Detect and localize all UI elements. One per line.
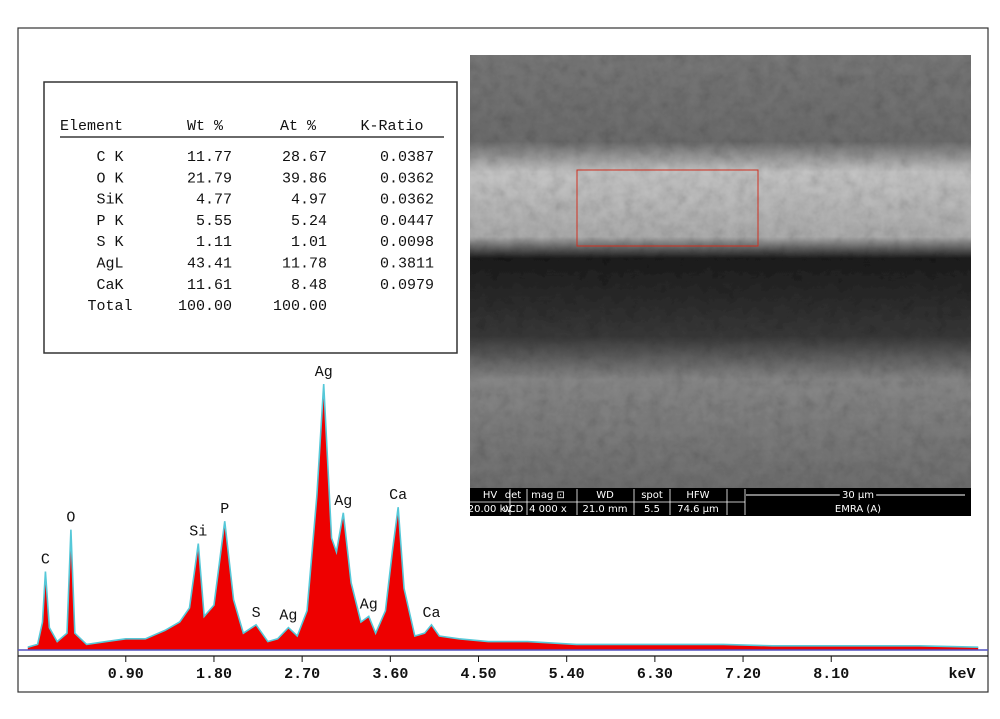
table-cell: 8.48 bbox=[291, 277, 327, 294]
table-cell: 0.0387 bbox=[380, 149, 434, 166]
peak-label: Ag bbox=[360, 596, 378, 613]
table-cell: 43.41 bbox=[187, 255, 232, 272]
peak-label: Ag bbox=[315, 364, 333, 381]
peak-label: Si bbox=[189, 524, 207, 541]
x-tick-label: 1.80 bbox=[196, 666, 232, 683]
peak-label: O bbox=[66, 510, 75, 527]
table-header: Wt % bbox=[187, 118, 224, 135]
table-cell: 4.97 bbox=[291, 192, 327, 209]
table-cell: 11.77 bbox=[187, 149, 232, 166]
bar-label: HFW bbox=[686, 490, 709, 501]
table-cell: 4.77 bbox=[196, 192, 232, 209]
table-box bbox=[43, 81, 458, 354]
table-cell: 0.0362 bbox=[380, 192, 434, 209]
table-cell: 21.79 bbox=[187, 170, 232, 187]
table-cell: 100.00 bbox=[178, 298, 232, 315]
bar-value: 20.00 kV bbox=[468, 504, 513, 515]
table-cell: 28.67 bbox=[282, 149, 327, 166]
table-cell: 0.3811 bbox=[380, 255, 434, 272]
table-cell: C K bbox=[96, 149, 123, 166]
bar-value: 4 000 x bbox=[529, 504, 567, 515]
table-header: Element bbox=[60, 118, 123, 135]
peak-label: P bbox=[220, 501, 229, 518]
bar-label: 30 µm bbox=[842, 490, 874, 501]
table-cell: 1.01 bbox=[291, 234, 327, 251]
peak-label: S bbox=[252, 605, 261, 622]
x-tick-label: 8.10 bbox=[813, 666, 849, 683]
sem-photo bbox=[470, 55, 971, 488]
table-cell: S K bbox=[96, 234, 123, 251]
table-cell: 0.0979 bbox=[380, 277, 434, 294]
peak-label: Ag bbox=[279, 608, 297, 625]
x-tick-label: 3.60 bbox=[372, 666, 408, 683]
table-header: At % bbox=[280, 118, 317, 135]
peak-label: Ca bbox=[389, 487, 407, 504]
bar-value: 74.6 µm bbox=[677, 504, 719, 515]
x-tick-label: 4.50 bbox=[460, 666, 496, 683]
bar-value: vCD bbox=[503, 504, 524, 515]
table-cell: 11.61 bbox=[187, 277, 232, 294]
spectrum-line bbox=[27, 383, 979, 648]
x-tick-label: 2.70 bbox=[284, 666, 320, 683]
bar-label: det bbox=[505, 490, 522, 501]
x-tick-label: 0.90 bbox=[108, 666, 144, 683]
x-tick-label: 7.20 bbox=[725, 666, 761, 683]
sem-image bbox=[470, 55, 971, 516]
x-tick-label: 6.30 bbox=[637, 666, 673, 683]
table-cell: 5.55 bbox=[196, 213, 232, 230]
table-cell: 1.11 bbox=[196, 234, 232, 251]
table-cell: P K bbox=[96, 213, 123, 230]
selection-box bbox=[576, 169, 759, 247]
spectrum: 0.90 1.80 2.70 3.60 4.50 5.40 6.30 7.20 8.10 keV C… bbox=[18, 364, 988, 683]
bar-value: 21.0 mm bbox=[583, 504, 628, 515]
table-cell: AgL bbox=[96, 255, 123, 272]
bar-label: HV bbox=[483, 490, 498, 501]
bar-label: spot bbox=[641, 490, 663, 501]
bar-label: mag ⊡ bbox=[531, 490, 565, 501]
table-cell: 0.0362 bbox=[380, 170, 434, 187]
table-cell: O K bbox=[96, 170, 123, 187]
table-cell: 0.0447 bbox=[380, 213, 434, 230]
table-cell: SiK bbox=[96, 192, 123, 209]
table-cell: 0.0098 bbox=[380, 234, 434, 251]
peak-label: Ca bbox=[422, 605, 440, 622]
table-cell: Total bbox=[87, 298, 132, 315]
table-header: K-Ratio bbox=[360, 118, 423, 135]
x-axis-label: keV bbox=[948, 666, 975, 683]
x-tick-label: 5.40 bbox=[549, 666, 585, 683]
table-cell: 5.24 bbox=[291, 213, 327, 230]
bar-label: WD bbox=[596, 490, 614, 501]
table-cell: 100.00 bbox=[273, 298, 327, 315]
peak-label: Ag bbox=[334, 493, 352, 510]
bar-value: 5.5 bbox=[644, 504, 660, 515]
table-cell: 39.86 bbox=[282, 170, 327, 187]
table-cell: 11.78 bbox=[282, 255, 327, 272]
table-cell: CaK bbox=[96, 277, 123, 294]
bar-value: EMRA (A) bbox=[835, 504, 881, 515]
peak-label: C bbox=[41, 552, 50, 569]
